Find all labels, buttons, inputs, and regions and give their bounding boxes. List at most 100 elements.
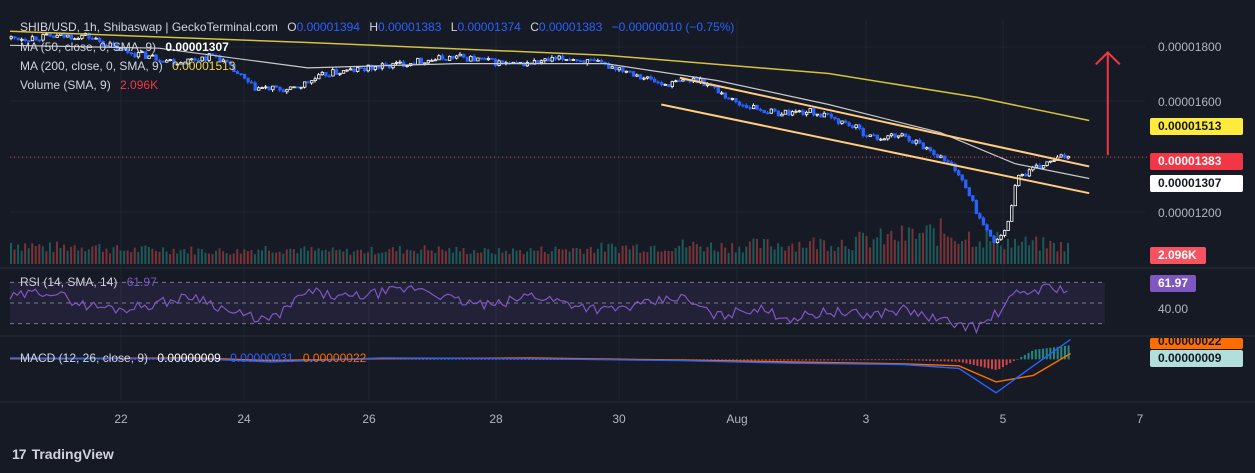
rsi-legend[interactable]: RSI (14, SMA, 14) 61.97 — [20, 275, 157, 289]
volume-bar — [55, 241, 58, 264]
volume-bar — [119, 250, 122, 264]
volume-bar — [405, 249, 408, 264]
macd-histogram-bar — [130, 359, 133, 360]
volume-bar — [1031, 240, 1034, 264]
volume-bar — [932, 227, 935, 264]
volume-bar — [752, 238, 755, 264]
candle-down — [235, 71, 240, 75]
candle-down — [776, 110, 781, 117]
volume-bar — [261, 250, 264, 264]
candle-up — [73, 38, 77, 41]
candle-down — [727, 97, 731, 100]
macd-histogram-bar — [936, 359, 939, 362]
volume-bar — [791, 243, 794, 264]
volume-bar — [169, 254, 172, 264]
macd-histogram-bar — [896, 359, 899, 361]
candle-up — [610, 66, 614, 69]
channel-line — [661, 103, 1090, 195]
volume-bar — [218, 248, 221, 264]
candle-down — [246, 77, 250, 83]
candle-down — [589, 59, 593, 61]
symbol-title[interactable]: SHIB/USD, 1h, Shibaswap | GeckoTerminal.… — [20, 20, 278, 34]
macd-histogram-bar — [892, 359, 895, 361]
candle-down — [981, 217, 986, 226]
volume-bar — [1067, 242, 1070, 264]
ma50-legend[interactable]: MA (50, close, 0, SMA, 9) 0.00001307 — [20, 40, 229, 54]
volume-bar — [854, 236, 857, 264]
ma200-legend[interactable]: MA (200, close, 0, SMA, 9) 0.00001513 — [20, 59, 235, 73]
candle-down — [143, 51, 148, 59]
macd-histogram-bar — [516, 359, 519, 360]
volume-bar — [172, 248, 175, 264]
candle-up — [1059, 154, 1063, 158]
macd-histogram-bar — [177, 359, 180, 360]
volume-bar — [186, 253, 189, 264]
volume-bar — [41, 246, 44, 264]
macd-histogram-bar — [732, 359, 735, 361]
candle-down — [992, 235, 996, 244]
volume-bar — [830, 246, 833, 264]
volume-bar — [306, 250, 309, 264]
candle-up — [76, 38, 81, 40]
tradingview-brand[interactable]: 17 TradingView — [12, 446, 114, 462]
volume-bar — [264, 246, 267, 264]
candle-down — [865, 135, 869, 138]
candle-down — [787, 109, 791, 116]
volume-bar — [108, 253, 111, 264]
macd-histogram-bar — [743, 359, 746, 361]
rsi-label: RSI (14, SMA, 14) — [20, 275, 118, 289]
volume-bar — [144, 245, 147, 264]
macd-histogram-bar — [925, 359, 928, 361]
volume-bar — [812, 237, 815, 264]
volume-bar — [282, 253, 285, 264]
volume-bar — [536, 250, 539, 264]
volume-bar — [1017, 245, 1020, 264]
volume-bar — [278, 251, 281, 264]
candle-down — [578, 60, 583, 63]
macd-histogram-bar — [819, 359, 822, 361]
macd-histogram-bar — [859, 359, 862, 361]
volume-bar — [317, 248, 320, 264]
candle-up — [175, 63, 180, 66]
candle-up — [303, 81, 307, 88]
macd-histogram-bar — [1012, 359, 1015, 362]
candle-down — [334, 69, 339, 75]
volume-bar — [207, 253, 210, 264]
candle-up — [1066, 156, 1070, 159]
volume-bar — [268, 250, 271, 264]
macd-histogram-bar — [82, 359, 85, 360]
candle-down — [13, 36, 17, 39]
macd-legend[interactable]: MACD (12, 26, close, 9) 0.00000009 0.000… — [20, 351, 366, 365]
volume-legend[interactable]: Volume (SMA, 9) 2.096K — [20, 78, 158, 92]
candle-up — [1020, 174, 1024, 176]
macd-histogram-bar — [768, 359, 771, 361]
volume-bar — [773, 249, 776, 264]
macd-histogram-bar — [947, 359, 950, 362]
volume-bar — [787, 245, 790, 264]
volume-bar — [17, 244, 20, 264]
volume-bar — [667, 251, 670, 264]
volume-bar — [321, 250, 324, 264]
volume-bar — [706, 247, 709, 264]
candle-up — [136, 52, 141, 58]
volume-bar — [681, 239, 684, 264]
macd-histogram-bar — [509, 359, 512, 360]
candle-down — [129, 52, 134, 55]
macd-histogram-bar — [159, 359, 162, 360]
candle-down — [274, 85, 279, 88]
candle-up — [557, 55, 561, 60]
volume-bar — [865, 235, 868, 264]
volume-bar — [794, 251, 797, 264]
macd-histogram-bar — [870, 359, 873, 361]
macd-histogram-bar — [144, 359, 147, 360]
candle-up — [486, 58, 491, 61]
macd-histogram-bar — [775, 359, 778, 361]
volume-bar — [193, 254, 196, 264]
macd-histogram-bar — [425, 359, 428, 360]
volume-bar — [388, 249, 391, 264]
volume-bar — [1063, 251, 1066, 264]
candle-down — [875, 134, 880, 140]
volume-bar — [614, 246, 617, 264]
volume-bar — [872, 239, 875, 264]
